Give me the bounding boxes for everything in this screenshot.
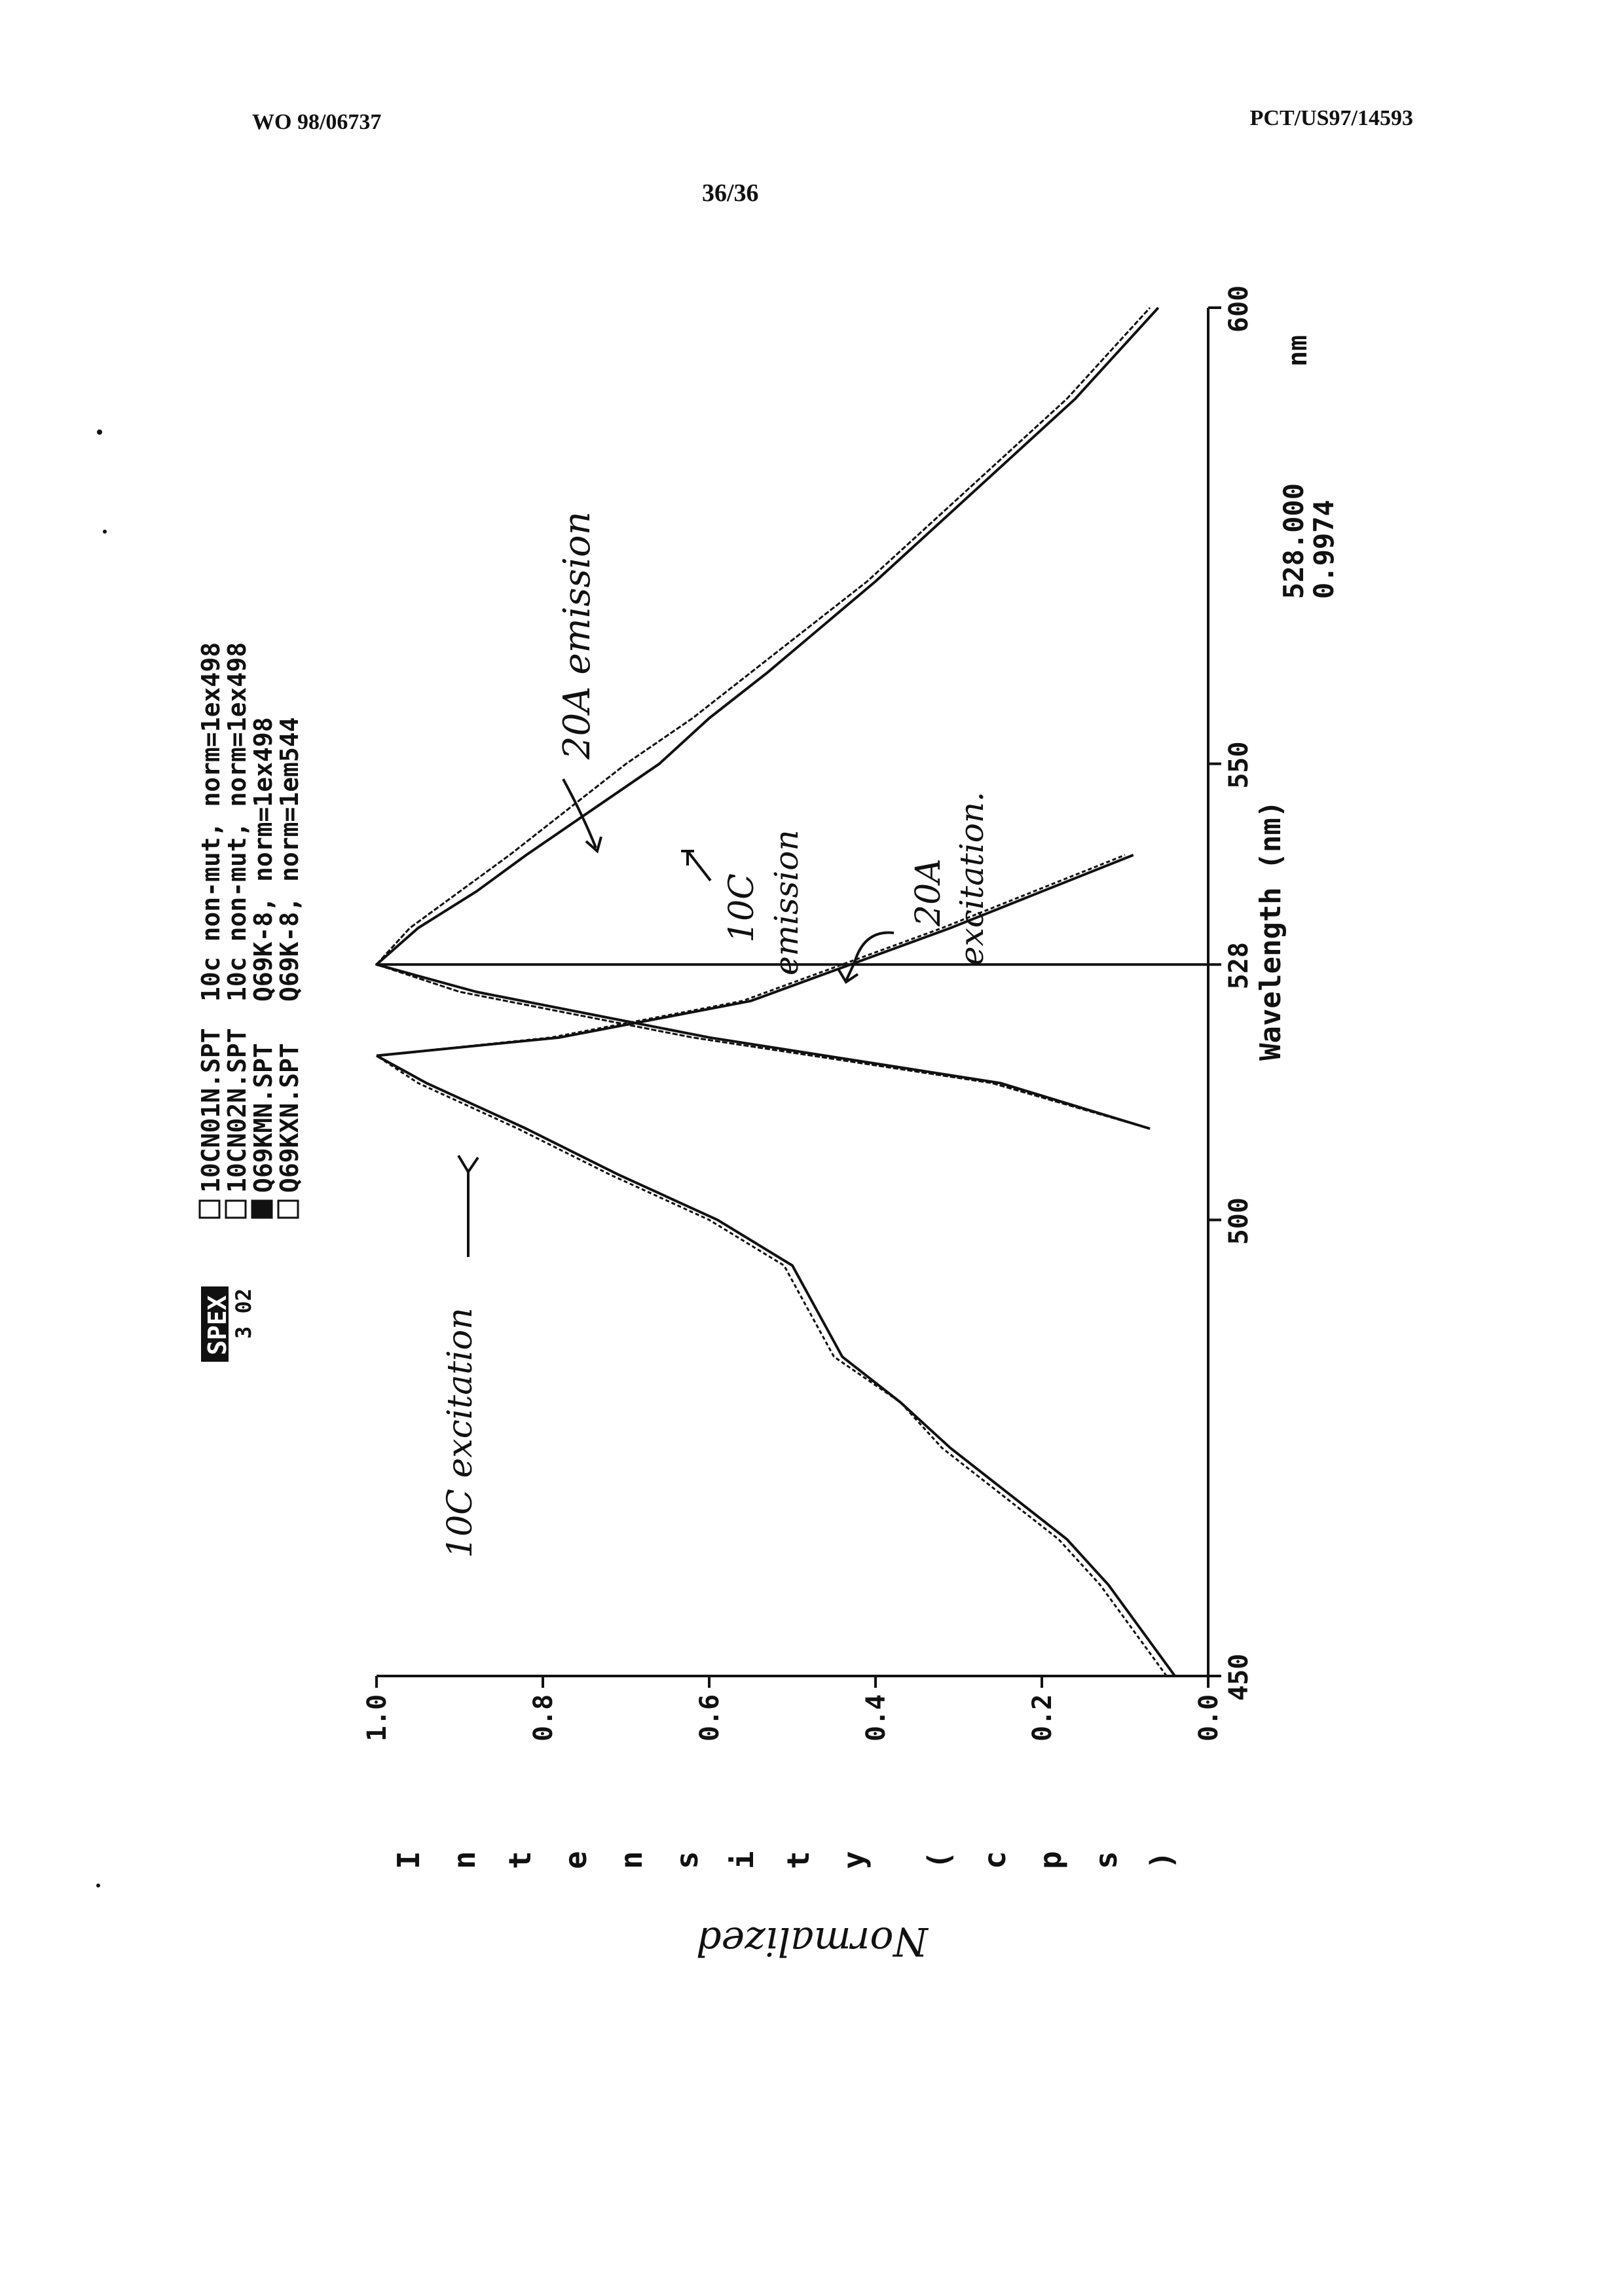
legend-desc: Q69K-8, norm=1ex498 xyxy=(249,717,278,1002)
series-line-1 xyxy=(377,1056,1167,1677)
speck-mark xyxy=(97,429,102,435)
y-axis-label-letter: c xyxy=(977,1851,1012,1869)
legend-file: Q69KXN.SPT xyxy=(275,1043,304,1193)
legend-desc: 10c non-mut, norm=1ex498 xyxy=(223,642,251,1002)
y-axis-label-letter: e xyxy=(558,1851,593,1869)
y-axis-handwritten-label: Normalized xyxy=(696,1918,929,1964)
annotation-20a-emission-arrow xyxy=(563,779,601,851)
speck-mark xyxy=(103,530,107,534)
spex-logo: SPEX xyxy=(203,1295,232,1355)
legend-file: 10CN02N.SPT xyxy=(223,1028,251,1193)
series-line-2 xyxy=(377,308,1158,1129)
legend-desc: 10c non-mut, norm=1ex498 xyxy=(196,642,225,1002)
legend-marker xyxy=(278,1201,298,1218)
legend-entry: 10CN02N.SPT 10c non-mut, norm=1ex498 xyxy=(223,642,251,1218)
legend-marker xyxy=(252,1201,272,1218)
y-axis-label-letter: p xyxy=(1033,1851,1068,1869)
x-tick-label: 550 xyxy=(1224,741,1254,788)
y-axis-label-letter: i xyxy=(725,1851,760,1869)
y-tick-label: 0.8 xyxy=(528,1694,559,1741)
series-line-3 xyxy=(377,308,1150,1129)
annotation-10c-excitation-arrow xyxy=(458,1156,478,1257)
y-tick-label: 1.0 xyxy=(362,1694,392,1741)
annotation-20a-excitation: 20A xyxy=(909,858,948,927)
legend-marker xyxy=(226,1201,246,1218)
y-axis-label-letter: ( xyxy=(921,1851,957,1869)
cursor-y-readout: 0.9974 xyxy=(1308,500,1340,599)
legend-file: Q69KMN.SPT xyxy=(249,1043,278,1193)
y-tick-label: 0.6 xyxy=(695,1694,725,1741)
x-axis-label: Wavelength (nm) xyxy=(1254,801,1287,1061)
annotation-10c-emission-line2: emission xyxy=(767,829,805,975)
y-axis-label-letter: ) xyxy=(1144,1851,1179,1869)
annotation-10c-emission: 10C xyxy=(722,873,762,943)
legend-entry: 10CN01N.SPT 10c non-mut, norm=1ex498 xyxy=(196,642,225,1218)
legend-marker xyxy=(200,1201,219,1218)
x-tick-label: 600 xyxy=(1224,285,1254,333)
cursor-x-readout: 528.000 xyxy=(1278,483,1310,599)
y-axis-label-letter: n xyxy=(447,1851,482,1869)
legend-desc: Q69K-8, norm=1em544 xyxy=(275,717,304,1002)
y-axis-label-letter: s xyxy=(669,1851,705,1869)
speck-mark xyxy=(96,1884,100,1887)
x-unit-label: nm xyxy=(1283,335,1313,367)
y-tick-label: 0.2 xyxy=(1027,1694,1058,1741)
legend-file: 10CN01N.SPT xyxy=(196,1028,225,1193)
y-axis-label: In t e n s i t y ( c p s) xyxy=(391,1851,1179,1869)
annotation-10c-excitation: 10C excitation xyxy=(441,1307,480,1558)
annotation-20a-excitation-line2: excitation. xyxy=(953,792,991,966)
annotation-20a-emission: 20A emission xyxy=(556,511,599,760)
x-tick-label: 528 xyxy=(1224,942,1254,989)
y-tick-label: 0.0 xyxy=(1194,1694,1224,1741)
annotation-10c-emission-arrow xyxy=(681,851,710,881)
y-axis-label-letter: t xyxy=(781,1851,816,1869)
y-tick-label: 0.4 xyxy=(861,1694,891,1741)
legend-entry: Q69KMN.SPT Q69K-8, norm=1ex498 xyxy=(249,717,278,1218)
series-line-0 xyxy=(377,1056,1175,1677)
spex-sub: 3 02 xyxy=(231,1288,256,1339)
y-axis-label-letter: s xyxy=(1088,1851,1124,1869)
x-tick-label: 500 xyxy=(1224,1197,1254,1245)
annotation-20a-excitation-arrow xyxy=(838,933,894,982)
y-axis-label-letter: I xyxy=(391,1851,426,1869)
x-tick-label: 450 xyxy=(1224,1654,1254,1701)
legend-entry: Q69KXN.SPT Q69K-8, norm=1em544 xyxy=(275,717,304,1218)
y-axis-label-letter: y xyxy=(836,1851,872,1869)
y-axis-label-letter: n xyxy=(614,1851,649,1869)
y-axis-label-letter: t xyxy=(502,1851,538,1869)
